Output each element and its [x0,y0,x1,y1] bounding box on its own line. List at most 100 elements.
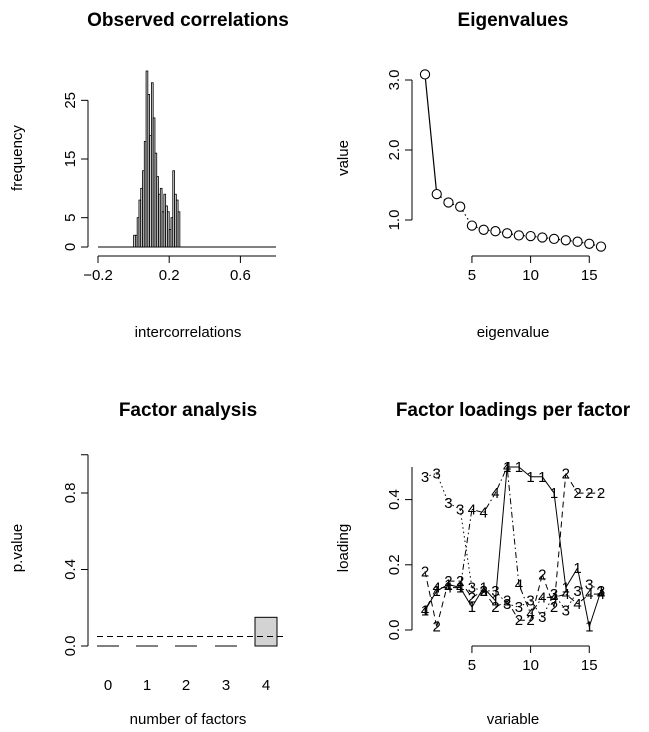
loading-point-label: 3 [515,599,523,616]
histogram-bar [177,211,181,248]
loading-point-label: 1 [444,576,452,593]
loading-segment [483,587,496,601]
axes: −0.2 0.2 0.6 0 5 15 25 [62,92,276,284]
loading-segment [459,580,473,598]
loading-point-label: 1 [585,619,593,636]
y-tick-label: 0.0 [62,636,79,657]
loading-point-label: 2 [468,589,476,606]
loading-point-label: 1 [491,593,499,610]
loading-point-label: 4 [538,589,546,606]
loading-point-label: 4 [597,586,605,603]
loading-point-label: 4 [421,602,429,619]
loading-point-label: 4 [433,580,441,597]
x-tick-label: 4 [262,677,270,694]
loading-point-label: 2 [597,485,605,502]
x-tick-label: 5 [468,267,476,284]
loading-point-label: 2 [585,485,593,502]
loading-point-label: 2 [526,612,534,629]
loading-point-label: 2 [573,485,581,502]
loading-point-label: 4 [444,580,452,597]
y-tick-label: 2.0 [386,140,403,161]
x-tick-label: 15 [581,267,598,284]
loading-point-label: 2 [503,593,511,610]
loading-segment [448,583,461,589]
loading-segment [494,466,508,494]
loading-segment [553,593,566,598]
eigenvalue-point [548,233,560,245]
x-tick-label: 10 [522,657,539,674]
x-tick-label: 0.6 [230,267,251,284]
chart-title: Observed correlations [87,10,289,31]
y-tick-label: 0.8 [62,483,79,504]
chart-title: Factor loadings per factor [396,400,631,421]
panel-observed-correlations: Observed correlations intercorrelations … [9,10,289,341]
eigenvalue-point [572,236,583,247]
loading-segment [471,587,484,592]
loading-point-label: 3 [562,602,570,619]
y-tick-label: 1.0 [386,210,403,231]
y-tick-label: 0 [62,243,79,251]
loading-point-label: 3 [503,596,511,613]
loading-point-label: 4 [503,459,511,476]
loading-point-label: 3 [491,583,499,600]
loading-point-label: 3 [573,583,581,600]
loading-segment [541,574,555,608]
y-tick-label: 0.4 [386,489,403,510]
x-tick-label: 1 [143,677,151,694]
loading-segment [565,473,578,494]
loading-segment [506,603,520,608]
loading-point-label: 2 [562,466,570,483]
pvalue-bars [97,616,286,647]
loading-point-label: 2 [421,563,429,580]
loading-point-label: 4 [550,589,558,606]
pvalue-bar [254,616,278,647]
loading-segment [424,587,438,611]
panel-factor-loadings: Factor loadings per factor variable load… [335,400,631,728]
y-tick-label: 0.2 [386,554,403,575]
x-tick-label: 3 [222,677,230,694]
loading-segment [424,590,438,611]
loading-segment [506,466,520,585]
loading-point-label: 1 [503,459,511,476]
loading-point-label: 1 [538,469,546,486]
eigenvalue-point [501,228,513,239]
eigenvalue-point [595,241,607,252]
loading-segment [506,600,520,621]
loading-segment [530,600,543,618]
loading-point-label: 2 [491,599,499,616]
eigenvalue-point [513,230,525,241]
eigenvalue-point [537,232,548,243]
loading-point-label: 1 [562,580,570,597]
loading-point-label: 3 [444,495,452,512]
loading-segment [541,476,555,494]
loading-point-label: 4 [585,586,593,603]
x-tick-label: 2 [182,677,190,694]
x-axis-label: number of factors [130,711,247,728]
loading-point-label: 3 [526,593,534,610]
eigenvalue-point [560,235,571,246]
loading-segment [436,473,449,504]
loading-segment [577,567,590,627]
x-tick-label: 10 [522,267,539,284]
loading-point-label: 4 [515,576,523,593]
loading-point-label: 1 [433,583,441,600]
series-2 [424,473,601,627]
eigenvalue-point [525,230,536,242]
loading-segment [483,590,496,608]
loading-segment [565,593,578,605]
axes: 0 1 2 3 4 0.0 0.4 0.8 [62,454,270,694]
series-1 [424,466,602,627]
loading-point-label: 4 [562,586,570,603]
eigenvalue-point [466,220,478,231]
loading-segment [530,574,543,621]
loading-point-label: 1 [526,469,534,486]
y-axis-label: loading [335,524,352,572]
loading-segment [553,593,567,611]
loading-point-label: 2 [550,599,558,616]
eigenvalue-point [490,226,501,237]
loading-segment [588,590,602,627]
loading-point-label: 1 [479,580,487,597]
loading-segment [565,567,578,588]
y-tick-label: 5 [62,213,79,221]
